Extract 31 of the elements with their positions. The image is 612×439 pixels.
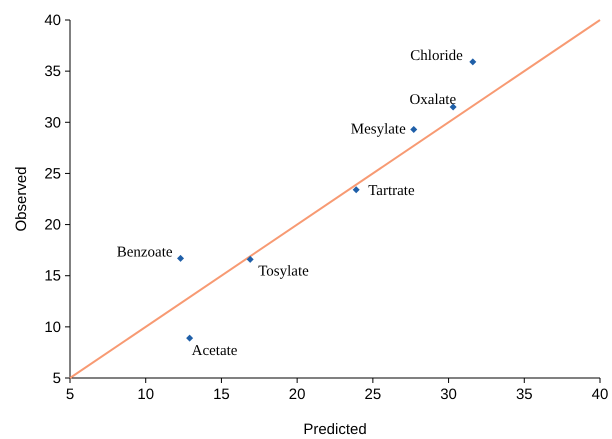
point <box>177 254 184 262</box>
point <box>186 334 194 342</box>
y-tick-label: 10 <box>44 318 61 336</box>
annotation: Mesylate <box>350 121 406 138</box>
point <box>246 256 254 263</box>
x-tick-label: 10 <box>137 386 154 403</box>
x-tick-label: 30 <box>440 386 457 403</box>
y-tick-label: 5 <box>52 370 61 387</box>
y-tick-label: 40 <box>44 12 61 29</box>
y-axis-title: Observed <box>13 166 30 232</box>
x-tick-label: 35 <box>516 386 533 403</box>
x-tick-label: 5 <box>66 386 74 403</box>
y-tick-label: 20 <box>44 216 61 234</box>
x-axis-title: Predicted <box>303 421 367 438</box>
y-tick-label: 35 <box>44 63 61 80</box>
annotation: Tosylate <box>258 263 310 280</box>
annotation: Acetate <box>192 343 238 360</box>
x-tick-label: 15 <box>213 386 230 403</box>
point <box>410 126 418 133</box>
x-tick-label: 20 <box>288 386 306 403</box>
x-tick-label: 25 <box>364 386 382 403</box>
y-tick-label: 25 <box>44 165 61 182</box>
annotation: Benzoate <box>116 244 173 260</box>
x-tick-label: 40 <box>592 386 608 403</box>
point <box>469 58 476 66</box>
annotation: Tartrate <box>368 182 415 199</box>
y-tick-label: 30 <box>44 114 61 132</box>
annotation: Oxalate <box>409 92 456 108</box>
annotation: Chloride <box>410 48 464 64</box>
point <box>352 186 360 194</box>
y-tick-label: 15 <box>44 268 61 285</box>
